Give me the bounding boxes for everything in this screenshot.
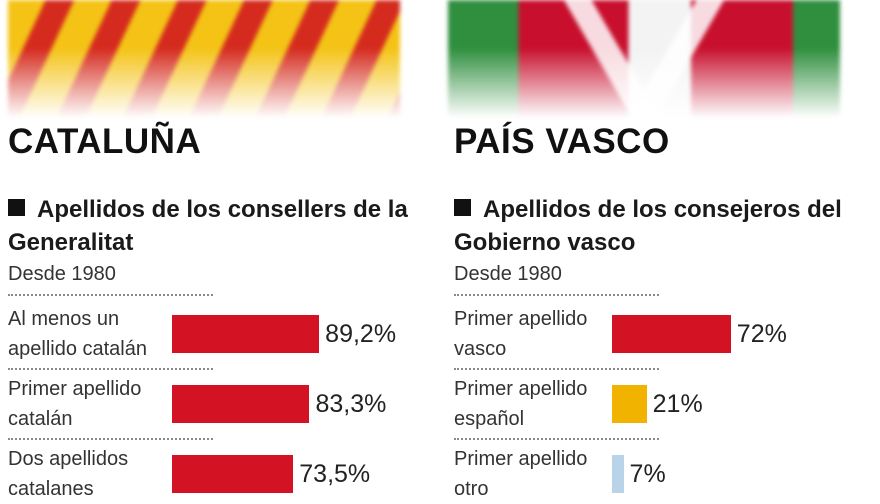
row-label-line: Primer apellido: [454, 308, 588, 330]
row-label-line: catalanes: [8, 478, 94, 500]
region-title: CATALUÑA: [8, 122, 202, 161]
row-label-line: vasco: [454, 338, 507, 360]
row-label-line: Dos apellidos: [8, 448, 129, 470]
bar-value-label: 89,2%: [325, 320, 397, 348]
square-bullet-icon: [454, 199, 471, 216]
cataluna-panel: CATALUÑA Apellidos de los consellers de …: [0, 0, 440, 500]
bar-value-label: 72%: [736, 320, 787, 348]
bar: [612, 385, 647, 423]
bar-value-label: 83,3%: [315, 390, 387, 418]
region-title: PAÍS VASCO: [454, 122, 670, 161]
row-label: Dos apellidos catalanes: [8, 444, 168, 504]
row-label-line: Primer apellido: [8, 378, 142, 400]
since-note: Desde 1980: [8, 263, 116, 285]
bar: [172, 315, 320, 353]
bar: [612, 315, 731, 353]
row-label: Primer apellido español: [454, 374, 614, 434]
row-label-line: español: [454, 408, 525, 430]
dotted-divider: [454, 294, 659, 296]
subtitle-text: Apellidos de los consejeros del Gobierno…: [454, 196, 842, 256]
row-label-line: apellido catalán: [8, 338, 147, 360]
square-bullet-icon: [8, 199, 25, 216]
bar-value-label: 7%: [629, 460, 666, 488]
bar: [172, 455, 294, 493]
row-label: Primer apellido vasco: [454, 304, 614, 364]
dotted-divider: [454, 438, 659, 440]
dotted-divider: [8, 294, 213, 296]
dotted-divider: [8, 368, 213, 370]
row-label-line: Primer apellido: [454, 378, 588, 400]
subtitle-text: Apellidos de los consellers de la Genera…: [8, 196, 408, 256]
pais-vasco-panel: PAÍS VASCO Apellidos de los consejeros d…: [440, 0, 880, 500]
bar-value-label: 21%: [652, 390, 703, 418]
row-label-line: Primer apellido: [454, 448, 588, 470]
bar: [612, 455, 624, 493]
row-label-line: Al menos un: [8, 308, 120, 330]
chart-subtitle: Apellidos de los consellers de la Genera…: [8, 193, 408, 259]
catalan-flag-image: [8, 0, 400, 118]
row-label-line: catalán: [8, 408, 73, 430]
dotted-divider: [8, 438, 213, 440]
row-label: Primer apellido catalán: [8, 374, 168, 434]
basque-flag-image: [448, 0, 840, 118]
row-label-line: otro: [454, 478, 489, 500]
row-label: Al menos un apellido catalán: [8, 304, 168, 364]
since-note: Desde 1980: [454, 263, 562, 285]
bar-value-label: 73,5%: [299, 460, 371, 488]
bar: [172, 385, 310, 423]
dotted-divider: [454, 368, 659, 370]
row-label: Primer apellido otro: [454, 444, 614, 504]
chart-subtitle: Apellidos de los consejeros del Gobierno…: [454, 193, 854, 259]
